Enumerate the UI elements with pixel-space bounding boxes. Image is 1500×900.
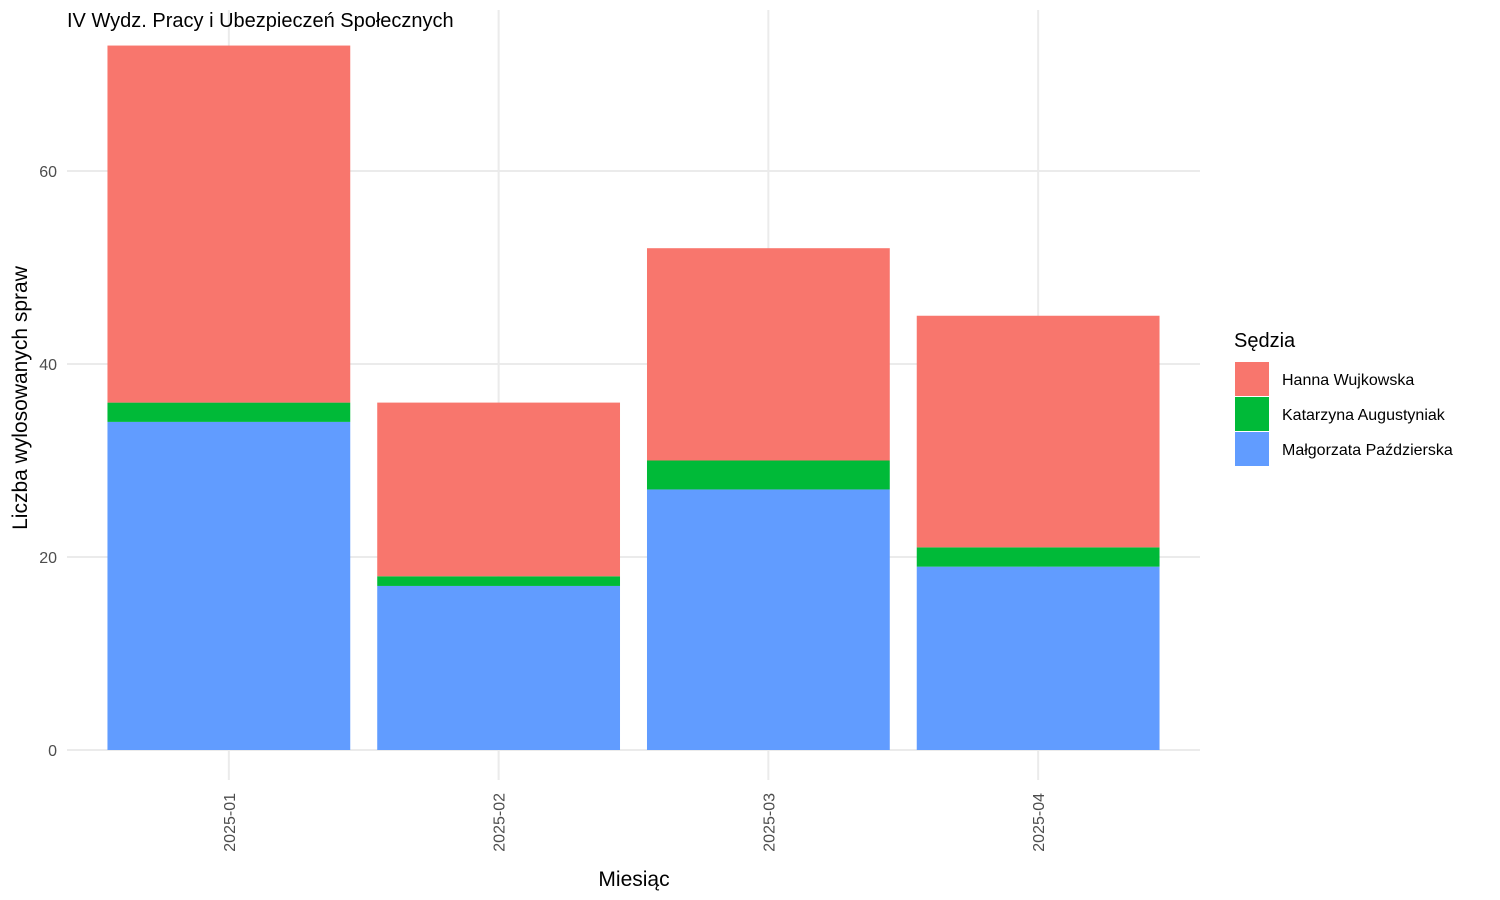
y-tick-label: 60 [39,164,57,181]
bar-segment [646,248,890,461]
legend-label: Małgorzata Paździerska [1282,442,1453,459]
x-tick-label: 2025-02 [492,793,509,852]
y-axis-title: Liczba wylosowanych spraw [9,265,32,530]
bars [107,45,1160,750]
bar-segment [107,45,351,403]
bar-segment [107,421,351,750]
bar-segment [916,315,1160,548]
legend-key [1235,397,1269,431]
bar-segment [916,566,1160,750]
legend-label: Hanna Wujkowska [1282,372,1414,389]
x-axis-title: Miesiąc [598,868,669,891]
bar-segment [916,547,1160,567]
x-tick-label: 2025-03 [761,793,778,852]
chart-title: IV Wydz. Pracy i Ubezpieczeń Społecznych [67,10,454,32]
x-tick-label: 2025-04 [1031,793,1048,852]
legend-key [1235,362,1269,396]
y-tick-label: 0 [48,743,57,760]
bar-segment [377,585,621,750]
legend-key [1235,432,1269,466]
bar-segment [646,460,890,490]
legend: Hanna Wujkowska Katarzyna Augustyniak Małg… [1235,362,1453,466]
y-tick-label: 40 [39,357,57,374]
bar-segment [107,402,351,422]
legend-label: Katarzyna Augustyniak [1282,407,1446,424]
bar-segment [646,489,890,750]
legend-title: Sędzia [1234,330,1296,352]
x-tick-label: 2025-01 [222,793,239,852]
axes: 0 20 40 60 2025-01 2025-02 2025-03 2025-04 [39,164,1048,852]
y-tick-label: 20 [39,550,57,567]
bar-segment [377,576,621,586]
bar-segment [377,402,621,577]
